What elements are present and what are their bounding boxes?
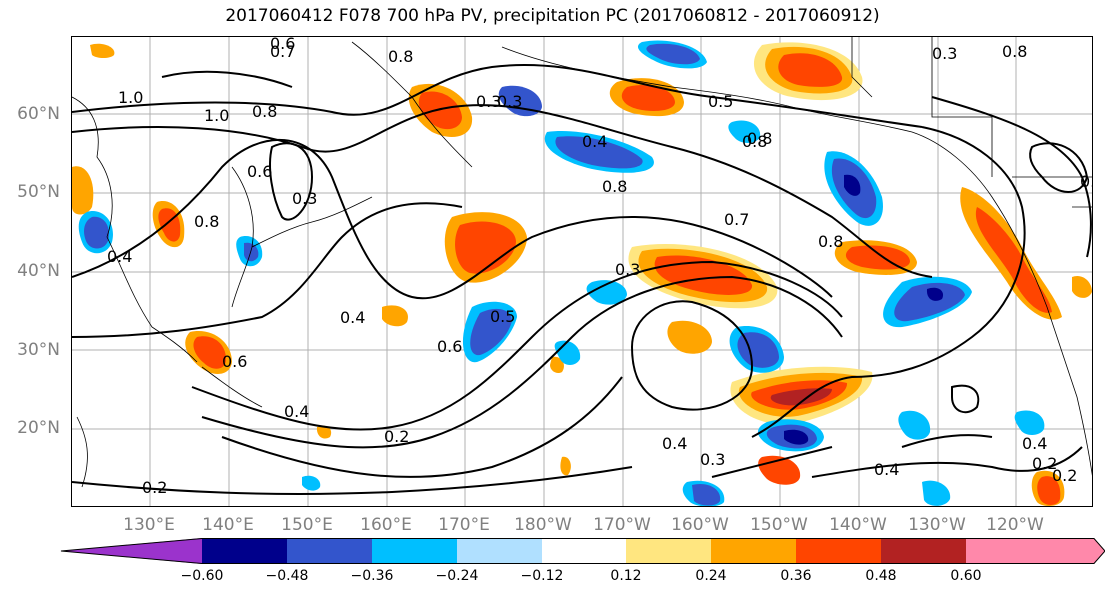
contour-label: 0.5 — [708, 92, 733, 111]
lon-label-140e: 140°E — [202, 515, 254, 535]
lon-label-130e: 130°E — [123, 515, 175, 535]
contour-label: 0.8 — [252, 102, 277, 121]
colorbar-swatch-neg012-pos012 — [542, 538, 626, 564]
coastlines — [72, 37, 1092, 488]
contour-label: 0.2 — [384, 427, 409, 446]
map-title: 2017060412 F078 700 hPa PV, precipitatio… — [225, 6, 880, 26]
colorbar-swatch-pos012-pos024 — [626, 538, 711, 564]
contour-label: 1.0 — [204, 106, 229, 125]
map-canvas: 0.6 0.7 0.8 1.0 1.0 0.8 0.8 0.3 0.4 0.8 … — [72, 37, 1093, 506]
lon-label-170w: 170°W — [593, 515, 651, 535]
contour-label-group: 0.6 0.7 0.8 1.0 1.0 0.8 0.8 0.3 0.4 0.8 … — [107, 37, 1093, 497]
contour-label: 0.3 — [700, 450, 725, 469]
colorbar-tick: 0.60 — [950, 568, 982, 584]
contour-label: 0.2 — [1032, 454, 1057, 473]
colorbar-swatches — [60, 538, 1105, 564]
colorbar-tick: −0.60 — [180, 568, 224, 584]
contour-label: 0.4 — [340, 308, 365, 327]
contour-label: 0.3 — [615, 260, 640, 279]
contour-label: 0.8 — [388, 47, 413, 66]
contour-label: 1.0 — [118, 88, 143, 107]
colorbar-tick: −0.12 — [520, 568, 564, 584]
lon-label-140w: 140°W — [829, 515, 887, 535]
colorbar-swatch-neg060-neg048 — [202, 538, 287, 564]
colorbar — [60, 538, 1105, 564]
contour-label: 0.7 — [270, 42, 295, 61]
lon-label-180w: 180°W — [514, 515, 572, 535]
contour-label: 0.6 — [437, 337, 462, 356]
contour-label: 0.7 — [724, 210, 749, 229]
contour-label: 0.8 — [1002, 42, 1027, 61]
contour-label: 0.2 — [142, 478, 167, 497]
colorbar-tick: −0.36 — [350, 568, 394, 584]
lat-label-20n: 20°N — [17, 418, 60, 438]
colorbar-tick: −0.24 — [435, 568, 479, 584]
contour-label: 0.6 — [270, 37, 295, 53]
colorbar-tick: 0.36 — [780, 568, 812, 584]
contour-label: 0.3 — [476, 92, 501, 111]
lat-label-40n: 40°N — [17, 261, 60, 281]
contour-label: 0.8 — [818, 232, 843, 251]
colorbar-swatch-pos024-pos036 — [711, 538, 796, 564]
colorbar-swatch-gt-pos060 — [966, 538, 1105, 564]
lon-label-160e: 160°E — [360, 515, 412, 535]
lon-label-160w: 160°W — [671, 515, 729, 535]
contour-label: 0.6 — [222, 352, 247, 371]
map-panel: 0.6 0.7 0.8 1.0 1.0 0.8 0.8 0.3 0.4 0.8 … — [71, 36, 1093, 507]
lat-label-30n: 30°N — [17, 340, 60, 360]
contour-label: 0.4 — [874, 460, 899, 479]
lon-label-130w: 130°W — [908, 515, 966, 535]
lat-label-60n: 60°N — [17, 104, 60, 124]
contour-label: 0.4 — [107, 247, 132, 266]
contour-label: 0.3 — [497, 92, 522, 111]
contour-label: 0.8 — [747, 129, 772, 148]
lat-label-50n: 50°N — [17, 182, 60, 202]
contour-label: 0.2 — [1052, 466, 1077, 485]
contour-label: 0.4 — [284, 402, 309, 421]
contour-label: 0.4 — [1022, 434, 1047, 453]
lon-label-150w: 150°W — [750, 515, 808, 535]
contour-label: 0.5 — [490, 307, 515, 326]
lon-label-170e: 170°E — [438, 515, 490, 535]
colorbar-swatch-neg024-neg012 — [457, 538, 542, 564]
colorbar-tick: −0.48 — [265, 568, 309, 584]
contour-label: 0.8 — [742, 132, 767, 151]
contour-label: 0.8 — [602, 177, 627, 196]
contour-label: 0.3 — [292, 189, 317, 208]
lon-label-150e: 150°E — [281, 515, 333, 535]
colorbar-tick: 0.48 — [865, 568, 897, 584]
colorbar-outline — [60, 538, 1105, 564]
colorbar-swatch-pos036-pos048 — [796, 538, 881, 564]
contour-label: 0.3 — [932, 44, 957, 63]
pv-contours — [72, 64, 1092, 495]
colorbar-tick: 0.12 — [610, 568, 642, 584]
contour-label: 0.6 — [247, 162, 272, 181]
contour-label: 0.4 — [662, 434, 687, 453]
colorbar-swatch-neg036-neg024 — [372, 538, 457, 564]
lon-label-120w: 120°W — [986, 515, 1044, 535]
colorbar-swatch-pos048-pos060 — [881, 538, 966, 564]
contour-label: 0.4 — [582, 132, 607, 151]
contour-label: 0.8 — [194, 212, 219, 231]
colorbar-tick: 0.24 — [695, 568, 727, 584]
colorbar-swatch-neg048-neg036 — [287, 538, 372, 564]
colorbar-swatch-lt-neg060 — [60, 538, 202, 564]
contour-label: 0.0 — [1080, 172, 1093, 191]
